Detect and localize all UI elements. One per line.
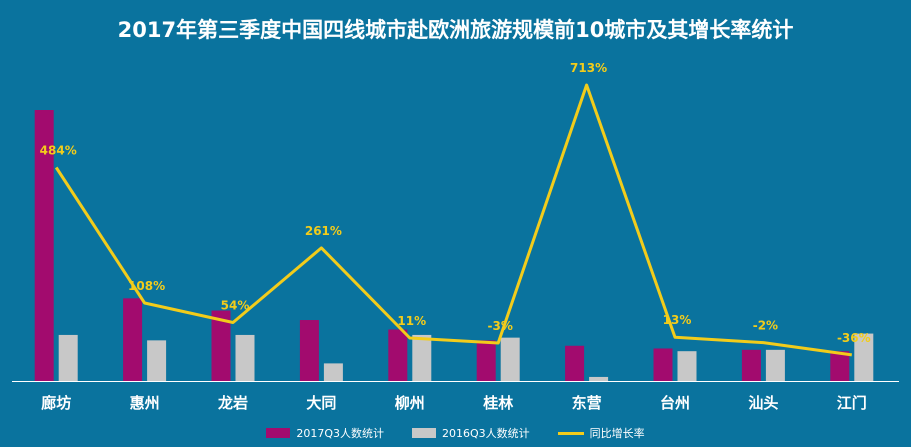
growth-label-2: 54% (221, 298, 250, 312)
category-label-0: 廊坊 (41, 394, 71, 412)
legend-item-2017: 2017Q3人数统计 (266, 425, 384, 441)
bar-2016-3 (323, 363, 343, 381)
legend-label-2016: 2016Q3人数统计 (442, 427, 530, 440)
bar-2017-7 (653, 348, 673, 381)
bar-2016-6 (589, 376, 609, 381)
bar-2017-4 (388, 329, 408, 381)
bar-2017-8 (741, 349, 761, 381)
bar-2016-0 (58, 334, 78, 381)
category-label-3: 大同 (306, 394, 336, 412)
legend-label-growth: 同比增长率 (589, 427, 645, 440)
bar-2016-7 (677, 351, 697, 381)
growth-label-3: 261% (305, 224, 342, 238)
bar-2017-6 (565, 345, 585, 381)
bar-2016-1 (147, 340, 167, 381)
legend: 2017Q3人数统计 2016Q3人数统计 同比增长率 (0, 425, 911, 441)
growth-label-4: 11% (397, 314, 426, 328)
category-label-2: 龙岩 (217, 394, 248, 412)
bar-2017-5 (476, 340, 496, 381)
legend-label-2017: 2017Q3人数统计 (296, 427, 384, 440)
growth-line (54, 83, 853, 357)
legend-swatch-2016 (412, 428, 436, 438)
bar-2016-5 (500, 337, 520, 381)
legend-item-2016: 2016Q3人数统计 (412, 425, 530, 441)
bar-2017-0 (34, 110, 54, 381)
growth-label-7: 13% (663, 313, 692, 327)
bar-2016-8 (765, 349, 785, 381)
growth-label-5: -3% (488, 319, 513, 333)
growth-label-0: 484% (40, 144, 77, 158)
category-label-9: 江门 (837, 394, 867, 412)
growth-label-6: 713% (570, 61, 607, 75)
legend-swatch-growth (557, 431, 584, 435)
chart-title: 2017年第三季度中国四线城市赴欧洲旅游规模前10城市及其增长率统计 (117, 18, 794, 42)
bar-2017-1 (123, 298, 143, 381)
category-label-4: 柳州 (395, 394, 425, 412)
bar-2016-4 (412, 334, 432, 381)
growth-label-1: 108% (128, 279, 165, 293)
bar-2016-9 (854, 333, 874, 381)
legend-item-growth: 同比增长率 (557, 425, 645, 441)
bar-2017-9 (830, 351, 850, 381)
category-label-6: 东营 (572, 394, 602, 412)
legend-swatch-2017 (266, 428, 291, 438)
bar-2017-3 (299, 320, 319, 381)
bar-2016-2 (235, 334, 255, 381)
category-label-5: 桂林 (482, 394, 514, 412)
growth-label-9: -36% (837, 331, 871, 345)
category-label-7: 台州 (660, 394, 690, 412)
category-label-8: 汕头 (748, 394, 778, 412)
bar-2017-2 (211, 310, 231, 381)
growth-label-8: -2% (753, 319, 778, 333)
category-label-1: 惠州 (130, 394, 160, 412)
